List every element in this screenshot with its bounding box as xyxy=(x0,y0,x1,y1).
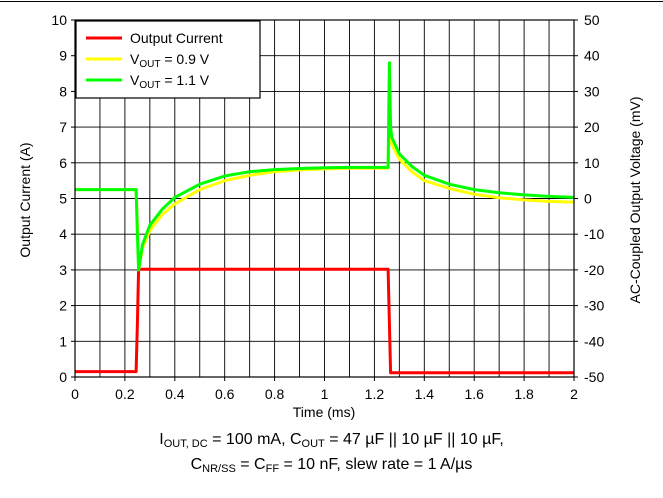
caption-subscript: OUT, DC xyxy=(163,438,208,450)
y-right-tick-label: 50 xyxy=(584,12,600,28)
y-left-tick-label: 1 xyxy=(59,333,67,349)
caption-text: = 47 µF || 10 µF || 10 µF, xyxy=(324,431,504,448)
y-left-tick-label: 6 xyxy=(59,155,67,171)
y-right-tick-label: -10 xyxy=(584,226,604,242)
legend-label: Output Current xyxy=(130,30,223,46)
x-axis-label: Time (ms) xyxy=(293,404,355,420)
y-right-tick-label: 40 xyxy=(584,48,600,64)
y-left-axis-label: Output Current (A) xyxy=(17,142,33,257)
legend-label-main: V xyxy=(130,72,140,88)
y-left-tick-label: 5 xyxy=(59,191,67,207)
ticks xyxy=(71,19,578,381)
y-right-tick-label: 30 xyxy=(584,83,600,99)
series-line-3 xyxy=(75,61,575,272)
x-tick-label: 2 xyxy=(570,386,578,402)
y-left-tick-labels: 0 1 2 3 4 5 6 7 8 9 10 xyxy=(51,12,67,385)
x-tick-label: 1.4 xyxy=(415,386,435,402)
caption-subscript: OUT xyxy=(301,438,325,450)
caption-subscript: FF xyxy=(265,463,280,475)
y-right-tick-label: -30 xyxy=(584,298,604,314)
y-right-tick-label: 10 xyxy=(584,155,600,171)
series-line-1 xyxy=(75,267,574,375)
y-right-tick-label: -20 xyxy=(584,262,604,278)
caption-text: = C xyxy=(235,456,266,473)
y-left-tick-label: 2 xyxy=(59,298,67,314)
chart: 0 0.2 0.4 0.6 0.8 1 1.2 1.4 1.6 1.8 2 0 1 2 3 4 5 6 7 8 9 10… xyxy=(0,1,663,420)
x-tick-labels: 0 0.2 0.4 0.6 0.8 1 1.2 1.4 1.6 1.8 2 xyxy=(71,386,578,402)
y-right-tick-labels: -50 -40 -30 -20 -10 0 10 20 30 40 50 xyxy=(584,12,604,385)
legend-label-main: V xyxy=(130,51,140,67)
x-tick-label: 0.6 xyxy=(215,386,235,402)
y-left-tick-label: 9 xyxy=(59,48,67,64)
caption-text: I xyxy=(159,431,164,448)
legend-label: VOUT = 1.1 V xyxy=(130,72,210,91)
legend-label-subscript: OUT xyxy=(139,80,160,91)
caption-subscript: NR/SS xyxy=(202,463,236,475)
caption-line-2: CNR/SS = CFF = 10 nF, slew rate = 1 A/µs xyxy=(0,456,663,475)
x-tick-label: 0.8 xyxy=(265,386,285,402)
y-right-tick-label: 0 xyxy=(584,191,592,207)
y-right-axis-label: AC-Coupled Output Voltage (mV) xyxy=(627,97,643,304)
series-layer xyxy=(75,61,575,375)
x-tick-label: 0.4 xyxy=(165,386,185,402)
x-tick-label: 1.6 xyxy=(464,386,484,402)
legend-label-main: Output Current xyxy=(130,30,223,46)
y-left-tick-label: 8 xyxy=(59,83,67,99)
y-left-tick-label: 10 xyxy=(51,12,67,28)
legend-label-tail: = 0.9 V xyxy=(160,51,209,67)
x-tick-label: 1.8 xyxy=(514,386,534,402)
caption-text: C xyxy=(190,456,203,473)
y-left-tick-label: 3 xyxy=(59,262,67,278)
legend-label-subscript: OUT xyxy=(139,59,160,70)
y-right-tick-label: -50 xyxy=(584,369,604,385)
x-tick-label: 0.2 xyxy=(115,386,135,402)
y-right-tick-label: -40 xyxy=(584,333,604,349)
y-right-tick-label: 20 xyxy=(584,119,600,135)
y-left-tick-label: 7 xyxy=(59,119,67,135)
caption-line-1: IOUT, DC = 100 mA, COUT = 47 µF || 10 µF… xyxy=(0,431,663,450)
legend-label: VOUT = 0.9 V xyxy=(130,51,210,70)
caption-text: = 10 nF, slew rate = 1 A/µs xyxy=(279,456,473,473)
x-tick-label: 1.2 xyxy=(365,386,385,402)
caption-text: = 100 mA, C xyxy=(207,431,302,448)
legend-label-tail: = 1.1 V xyxy=(160,72,209,88)
y-left-tick-label: 4 xyxy=(59,226,67,242)
x-tick-label: 0 xyxy=(71,386,79,402)
y-left-tick-label: 0 xyxy=(59,369,67,385)
x-tick-label: 1 xyxy=(321,386,329,402)
